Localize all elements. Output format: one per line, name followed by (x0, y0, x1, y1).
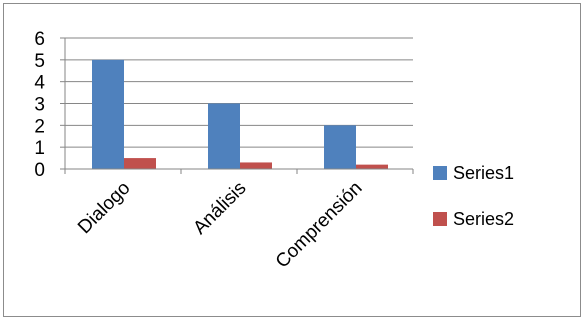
legend-swatch (433, 166, 447, 180)
category-label: Dialogo (74, 178, 134, 238)
legend-label: Series2 (453, 209, 514, 229)
bar-series1-0 (92, 59, 124, 170)
y-tick-label: 6 (34, 29, 45, 50)
legend-swatch (433, 212, 447, 226)
category-labels: Dialogo Análisis Comprensión (74, 178, 366, 273)
bar-series1-2 (324, 125, 356, 169)
y-tick-label: 0 (34, 160, 45, 181)
y-tick-label: 5 (34, 51, 45, 72)
axes (60, 37, 414, 174)
bar-series2-0 (124, 158, 156, 169)
bar-series2-1 (240, 162, 272, 169)
y-tick-label: 2 (34, 116, 45, 137)
category-label: Análisis (189, 178, 250, 239)
legend: Series1 Series2 (433, 163, 514, 229)
bar-series1-1 (208, 103, 240, 169)
y-tick-label: 3 (34, 95, 45, 116)
y-tick-label: 4 (34, 73, 45, 94)
bars (92, 59, 388, 170)
y-tick-label: 1 (34, 138, 45, 159)
bar-series2-2 (356, 164, 388, 169)
category-label: Comprensión (272, 178, 367, 273)
legend-label: Series1 (453, 163, 514, 183)
